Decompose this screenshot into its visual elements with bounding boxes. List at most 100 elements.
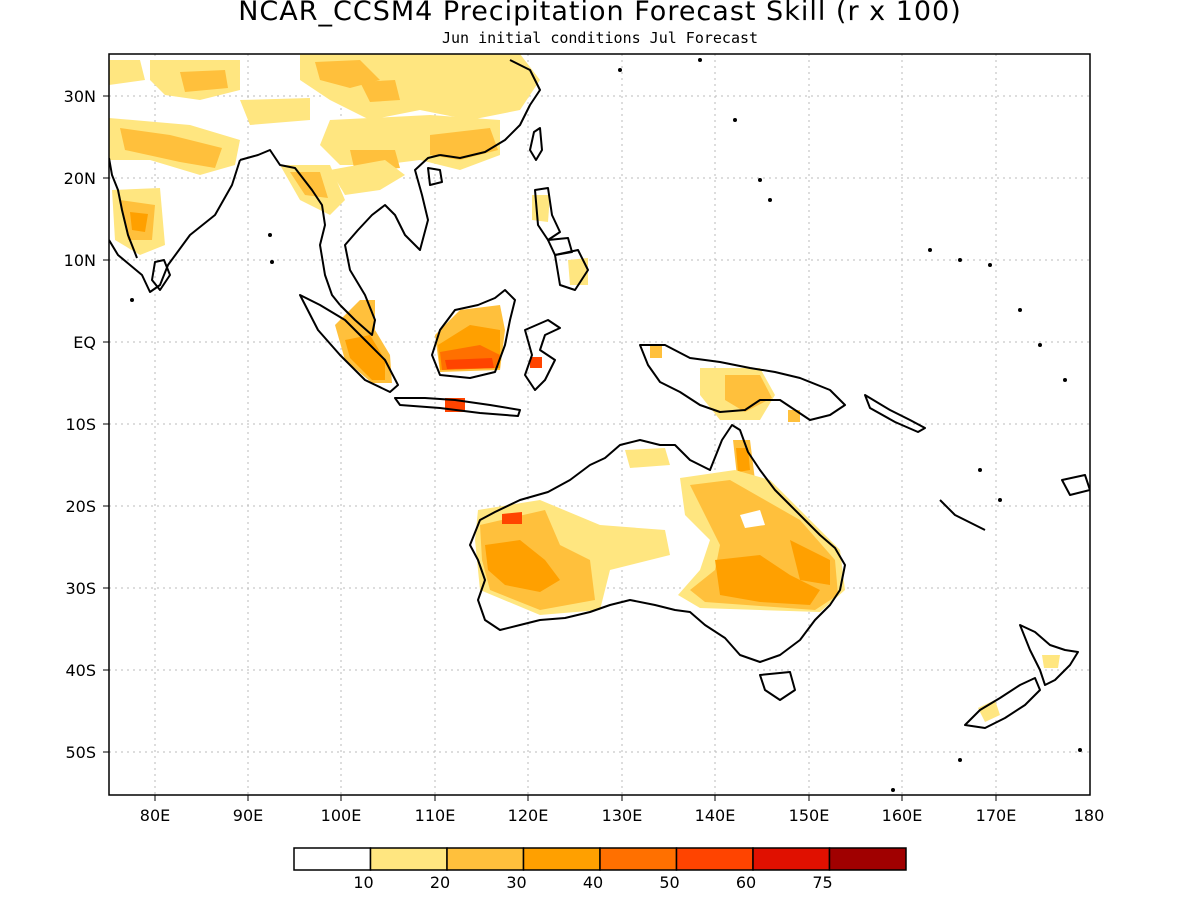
shade-india-north-core — [120, 128, 222, 168]
island-dot — [988, 263, 992, 267]
colorbar-swatch — [369, 847, 448, 871]
x-tick-label: 100E — [321, 806, 362, 825]
coast-borneo — [431, 289, 516, 379]
coast-fiji — [1061, 474, 1090, 496]
y-tick-label: 10N — [64, 251, 96, 270]
x-tick-label: 140E — [695, 806, 736, 825]
colorbar-label: 75 — [812, 873, 832, 892]
gridlines — [109, 54, 1090, 795]
y-tick-label: 20S — [65, 497, 96, 516]
colorbar-swatch — [293, 847, 372, 871]
skill-shading — [109, 54, 1060, 722]
colorbar-label: 10 — [353, 873, 373, 892]
coast-bay-bengal — [239, 149, 341, 306]
island-dot — [758, 178, 762, 182]
coast-taiwan — [529, 127, 543, 161]
shade-wa-hot — [502, 512, 522, 524]
y-tick-labels: 30N 20N 10N EQ 10S 20S 30S 40S 50S — [64, 87, 96, 762]
x-tick-labels: 80E 90E 100E 110E 120E 130E 140E 150E 16… — [140, 806, 1105, 825]
shade-png-east — [788, 410, 800, 422]
island-dot — [1078, 748, 1082, 752]
coast-nz-south — [964, 677, 1041, 729]
y-tick-label: 20N — [64, 169, 96, 188]
x-tick-label: 170E — [976, 806, 1017, 825]
shade-wa-core — [485, 540, 560, 592]
colorbar-swatch — [522, 847, 601, 871]
island-dot — [618, 68, 622, 72]
y-tick-label: 30S — [65, 579, 96, 598]
coast-malay-peninsula — [339, 154, 441, 336]
island-dot — [130, 298, 134, 302]
shade-cape-york-core — [736, 448, 750, 472]
shade-top-end — [625, 448, 670, 468]
island-dot — [698, 58, 702, 62]
coast-luzon — [534, 187, 561, 241]
map-title: NCAR_CCSM4 Precipitation Forecast Skill … — [238, 0, 962, 27]
shade-nz-south — [978, 700, 1000, 722]
island-dot — [958, 758, 962, 762]
x-tick-label: 110E — [415, 806, 456, 825]
coast-australia — [469, 424, 846, 663]
shade-east-aus-core2 — [790, 540, 830, 585]
island-dot — [768, 198, 772, 202]
island-dots — [130, 58, 1082, 792]
coast-java — [394, 397, 521, 417]
colorbar-label: 20 — [430, 873, 450, 892]
coast-sri-lanka — [151, 259, 171, 291]
colorbar-swatch — [446, 847, 525, 871]
colorbar: 10 20 30 40 50 60 75 — [293, 847, 907, 892]
y-tick-label: 40S — [65, 661, 96, 680]
shade-sulawesi — [530, 357, 542, 368]
colorbar-swatch — [675, 847, 754, 871]
shade-luzon — [532, 195, 550, 222]
colorbar-label: 50 — [659, 873, 679, 892]
shade-png-core — [725, 375, 772, 412]
x-tick-label: 160E — [882, 806, 923, 825]
island-dot — [891, 788, 895, 792]
colorbar-label: 60 — [736, 873, 756, 892]
colorbar-label: 30 — [506, 873, 526, 892]
coastlines — [109, 59, 1090, 729]
shade-china-north-core2 — [360, 80, 400, 102]
shade-tibet-core — [180, 70, 228, 92]
coast-solomons — [864, 394, 926, 433]
colorbar-label: 40 — [583, 873, 603, 892]
coast-sulawesi — [524, 319, 561, 391]
coast-hainan — [427, 167, 443, 186]
x-tick-label: 90E — [233, 806, 263, 825]
shade-east-aus-hole — [740, 510, 765, 528]
coast-vanuatu — [939, 499, 986, 531]
shade-india-west-core2 — [130, 212, 148, 232]
coast-philippines-mid — [547, 237, 573, 256]
coast-india-west — [109, 157, 138, 259]
x-tick-label: 150E — [789, 806, 830, 825]
island-dot — [958, 258, 962, 262]
island-dot — [1038, 343, 1042, 347]
shade-east-aus-core — [715, 555, 820, 605]
x-tick-label: 80E — [140, 806, 170, 825]
coast-new-guinea — [639, 344, 846, 421]
island-dot — [978, 468, 982, 472]
coast-china — [439, 59, 541, 159]
shade-himalaya — [240, 98, 310, 125]
colorbar-swatch — [599, 847, 678, 871]
coast-sumatra — [299, 294, 399, 393]
shade-nz-north — [1042, 655, 1060, 668]
x-tick-label: 130E — [602, 806, 643, 825]
island-dot — [733, 118, 737, 122]
y-tick-label: 50S — [65, 743, 96, 762]
map-subtitle: Jun initial conditions Jul Forecast — [441, 29, 759, 47]
island-dot — [998, 498, 1002, 502]
colorbar-swatch — [752, 847, 831, 871]
shade-china-north-core — [315, 60, 380, 88]
shade-nw-corner — [109, 60, 145, 85]
island-dot — [270, 260, 274, 264]
island-dot — [1018, 308, 1022, 312]
x-tick-label: 180 — [1074, 806, 1105, 825]
shade-png-west — [650, 345, 662, 358]
shade-sumatra-core — [345, 335, 385, 380]
coast-tasmania — [759, 671, 796, 701]
coast-india — [109, 159, 241, 293]
y-tick-label: 10S — [65, 415, 96, 434]
